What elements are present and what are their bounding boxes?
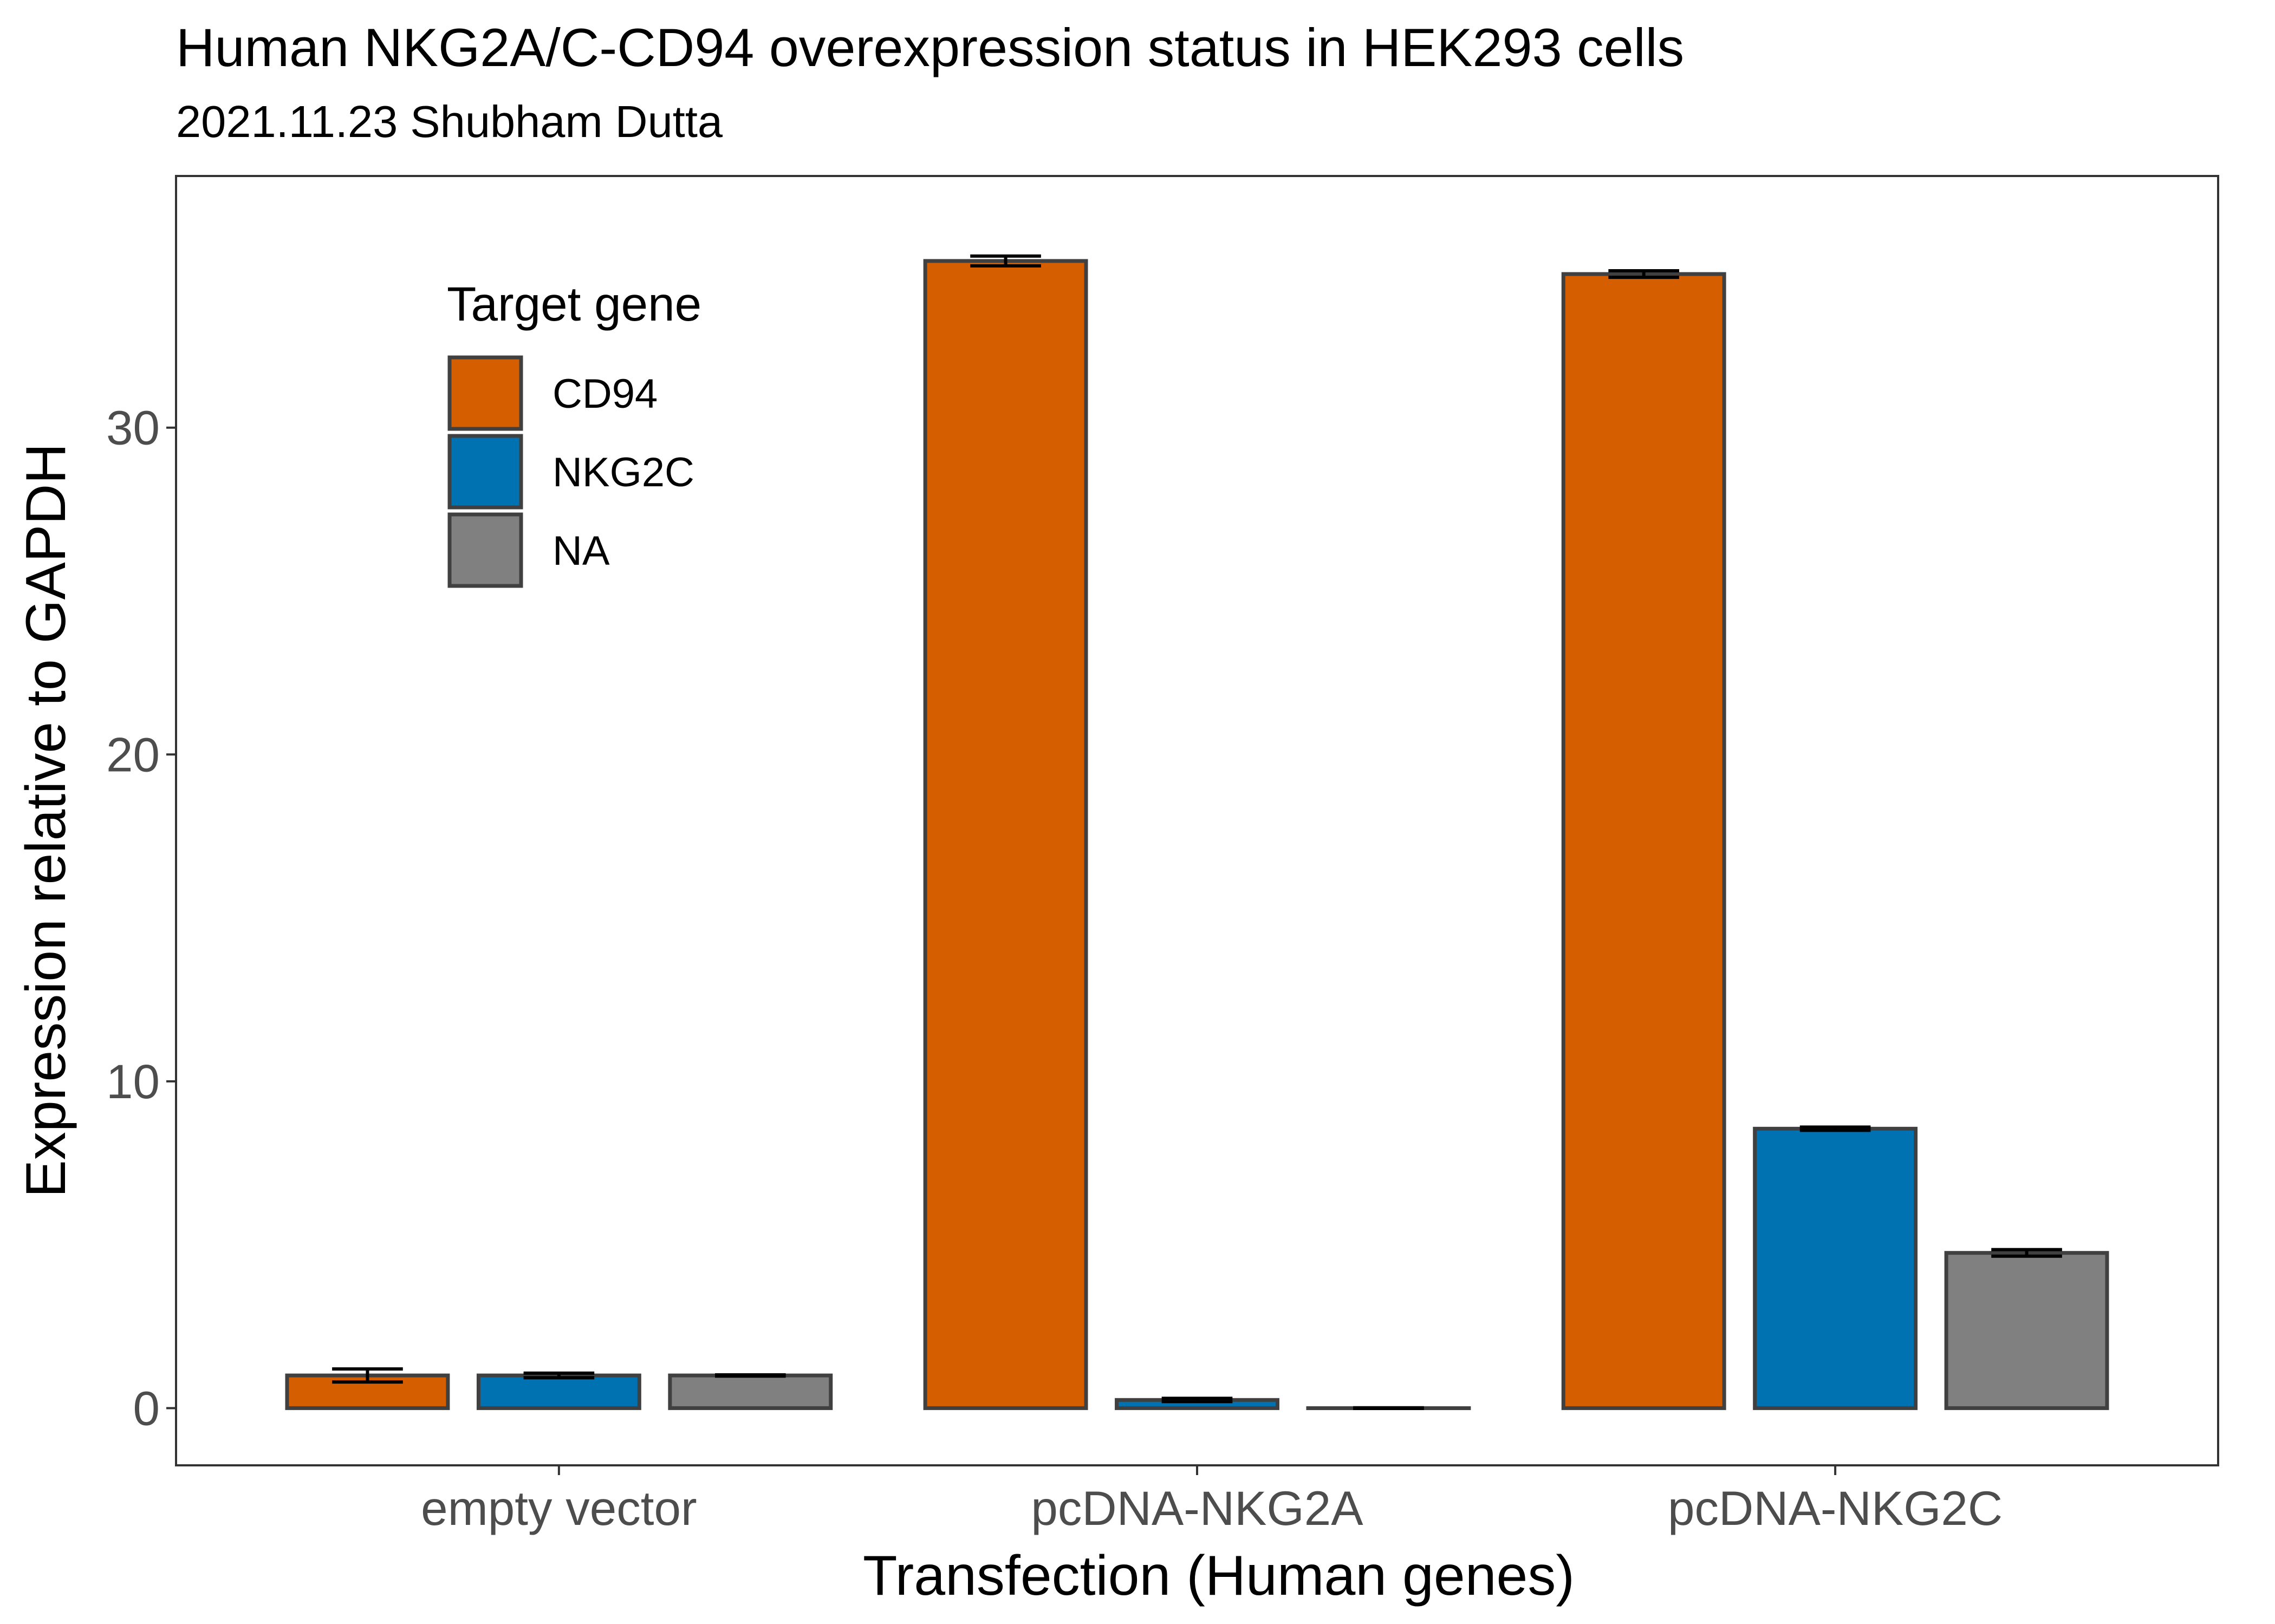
y-axis: 0 10 20 30 (106, 401, 176, 1435)
y-tick-label: 20 (106, 727, 160, 781)
bar-nkg2c-empty-vector (476, 1373, 641, 1410)
x-tick-label: pcDNA-NKG2C (1668, 1481, 2003, 1535)
legend-label-nkg2c: NKG2C (552, 449, 694, 495)
legend-label-cd94: CD94 (552, 371, 658, 417)
x-tick-label: empty vector (421, 1481, 697, 1535)
x-axis-title: Transfection (Human genes) (863, 1544, 1575, 1607)
bar-na-pcdna-nkg2c (1944, 1251, 2109, 1410)
error-bar-cd94-pcdna-nkg2c (1608, 269, 1680, 279)
legend: Target gene CD94 NKG2C NA (447, 277, 701, 588)
x-axis: empty vector pcDNA-NKG2A pcDNA-NKG2C (421, 1465, 2003, 1535)
bar-cd94-pcdna-nkg2a (923, 259, 1088, 1410)
y-tick-label: 10 (106, 1054, 160, 1108)
y-tick-label: 30 (106, 401, 160, 455)
y-axis-title: Expression relative to GAPDH (15, 443, 77, 1198)
x-tick-label: pcDNA-NKG2A (1031, 1481, 1363, 1535)
error-bar-cd94-empty-vector (332, 1367, 403, 1384)
bar-na-empty-vector (668, 1373, 833, 1410)
legend-label-na: NA (552, 528, 610, 574)
error-bar-na-pcdna-nkg2c (1991, 1248, 2062, 1258)
error-bar-nkg2c-pcdna-nkg2a (1161, 1397, 1233, 1404)
legend-key-cd94 (447, 355, 523, 431)
legend-key-na (447, 512, 523, 588)
legend-key-nkg2c (447, 434, 523, 510)
y-tick-label: 0 (133, 1381, 160, 1435)
chart-subtitle: 2021.11.23 Shubham Dutta (176, 96, 723, 147)
legend-title: Target gene (447, 277, 701, 331)
error-bars (332, 254, 2062, 1410)
bar-cd94-pcdna-nkg2c (1561, 272, 1726, 1410)
error-bar-na-empty-vector (714, 1373, 786, 1378)
error-bar-nkg2c-empty-vector (523, 1371, 595, 1380)
chart-title: Human NKG2A/C-CD94 overexpression status… (176, 17, 1684, 77)
bar-nkg2c-pcdna-nkg2c (1753, 1126, 1918, 1410)
error-bar-cd94-pcdna-nkg2a (970, 254, 1041, 268)
error-bar-nkg2c-pcdna-nkg2c (1799, 1125, 1871, 1132)
